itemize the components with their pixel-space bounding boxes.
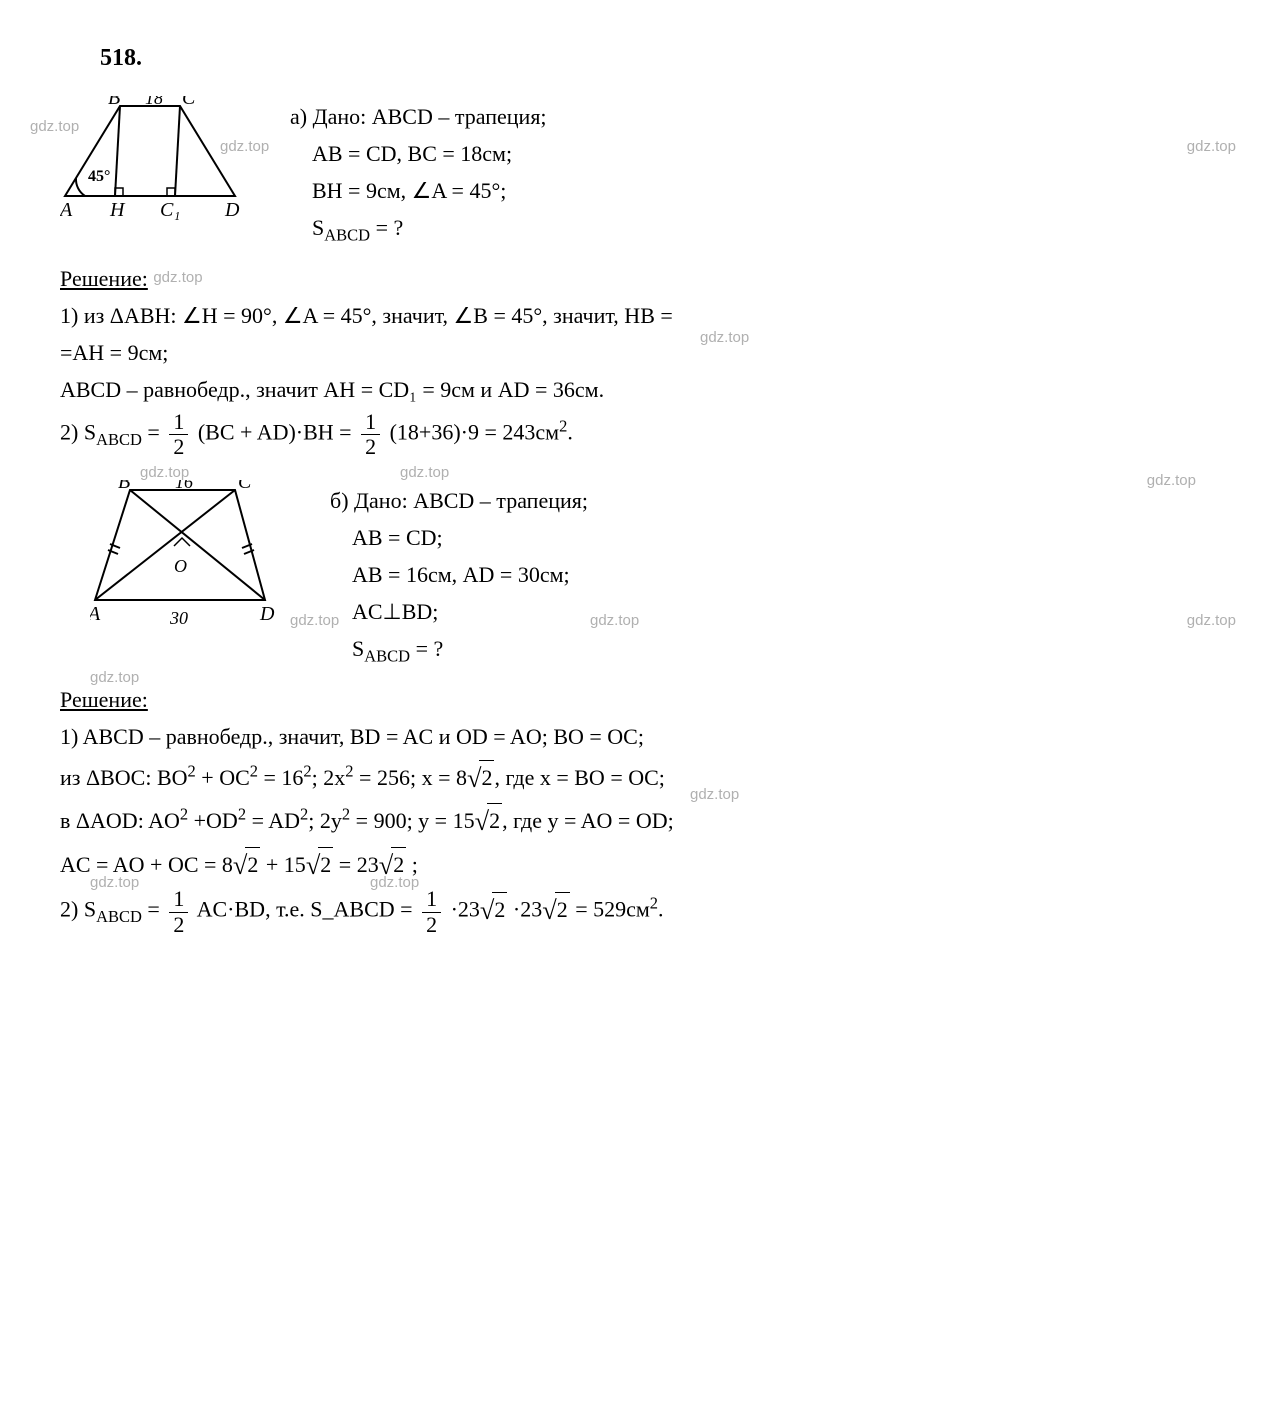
- watermark: gdz.top: [1187, 610, 1236, 633]
- solB-l2: gdz.top в ΔAOD: AO2 +OD2 = AD2; 2y2 = 90…: [60, 800, 1216, 840]
- solB-sup: 2: [650, 894, 658, 913]
- solB-l1-d: ; 2x: [312, 765, 346, 790]
- solB-sfx: .: [658, 897, 664, 922]
- diagram-b: 16 30 A D B C O: [60, 480, 300, 639]
- given-b-l2: AB = 16см, AD = 30см;: [330, 558, 1216, 591]
- solB-l2-sqrt: 2: [487, 803, 502, 837]
- fracB2-num: 1: [422, 887, 441, 912]
- diagram-b-B: B: [118, 480, 130, 493]
- watermark: gdz.top: [290, 610, 339, 633]
- solB-l1-f: , где x = BO = OC;: [494, 765, 664, 790]
- solB-l1-e: = 256; x = 8: [354, 765, 467, 790]
- watermark: gdz.top: [220, 136, 269, 159]
- solB-mid2: ·23: [451, 897, 480, 922]
- diagram-a-D: D: [224, 199, 240, 221]
- given-a: gdz.top gdz.top а) Дано: ABCD – трапеция…: [290, 96, 1216, 252]
- diagram-a: 18 45° A H C₁ D B C: [60, 96, 260, 235]
- watermark: gdz.top: [590, 610, 639, 633]
- fracA2-num: 1: [361, 410, 380, 435]
- solA-l2: ABCD – равнобедр., значит AH = CD₁ = 9см…: [60, 373, 1216, 406]
- given-b-l1: AB = CD;: [330, 521, 1216, 554]
- diagram-a-C1: C₁: [160, 199, 180, 221]
- solution-heading-a: Решение:: [60, 266, 148, 291]
- solB-l1-c: = 16: [258, 765, 303, 790]
- diagram-b-A: A: [90, 603, 101, 625]
- watermark: gdz.top: [153, 269, 202, 286]
- fracB1-num: 1: [169, 887, 188, 912]
- solB-l3-a: AC = AO + OC = 8: [60, 852, 233, 877]
- diagram-b-O: O: [174, 556, 187, 576]
- watermark: gdz.top: [90, 667, 139, 690]
- solB-formula: 2) SABCD = 12 AC·BD, т.е. S_ABCD = 12 ·2…: [60, 887, 1216, 936]
- diagram-b-bottom: 30: [169, 608, 188, 628]
- solA-l1: =AH = 9см;: [60, 336, 1216, 369]
- solB-l1: из ΔBOC: BO2 + OC2 = 162; 2x2 = 256; x =…: [60, 757, 1216, 797]
- solution-heading-b: Решение:: [60, 687, 148, 712]
- diagram-b-D: D: [259, 603, 275, 625]
- solA-sfx: .: [567, 420, 573, 445]
- watermark: gdz.top: [30, 116, 79, 139]
- diagram-a-C: C: [182, 96, 196, 109]
- given-a-prefix: а) Дано:: [290, 104, 372, 129]
- solB-l3-b: + 15: [260, 852, 305, 877]
- solA-mid1: (BC + AD)·BH =: [198, 420, 357, 445]
- solB-l2-d: ; 2y: [308, 808, 342, 833]
- watermark: gdz.top: [690, 784, 739, 807]
- given-a-l0: ABCD – трапеция;: [372, 104, 547, 129]
- given-a-l2: BH = 9см, ∠A = 45°;: [290, 174, 1216, 207]
- solB-sval: = 529см: [570, 897, 650, 922]
- solB-l3: gdz.top gdz.top AC = AO + OC = 8√2 + 15√…: [60, 844, 1216, 884]
- solA-mid2: (18+36)·9 = 243см: [390, 420, 559, 445]
- solB-l2-c: = AD: [246, 808, 300, 833]
- solB-l3-s1: 2: [245, 847, 260, 881]
- solB-fs1: 2: [492, 892, 507, 926]
- solB-l2-e: = 900; y = 15: [350, 808, 474, 833]
- solB-l2-f: , где y = AO = OD;: [502, 808, 674, 833]
- given-b-prefix: б) Дано:: [330, 488, 413, 513]
- diagram-a-angle-label: 45°: [88, 168, 110, 185]
- solB-mid3: ·23: [507, 897, 542, 922]
- given-b-l0: ABCD – трапеция;: [413, 488, 588, 513]
- solB-l1-sqrt: 2: [479, 760, 494, 794]
- watermark: gdz.top: [370, 872, 419, 895]
- diagram-a-A: A: [60, 199, 73, 221]
- watermark: gdz.top: [1187, 136, 1236, 159]
- diagram-b-C: C: [238, 480, 252, 493]
- fracA1-num: 1: [169, 410, 188, 435]
- solB-l2-a: в ΔAOD: AO: [60, 808, 180, 833]
- fracA1-den: 2: [169, 435, 188, 459]
- solB-l1-b: + OC: [196, 765, 250, 790]
- trapezoid-a-svg: 18 45° A H C₁ D B C: [60, 96, 260, 226]
- part-a: gdz.top 18 45° A H C₁: [60, 96, 1216, 460]
- solB-mid1: AC·BD, т.е. S_ABCD =: [197, 897, 418, 922]
- solB-l1-a: из ΔBOC: BO: [60, 765, 188, 790]
- solA-l0: 1) из ΔABH: ∠H = 90°, ∠A = 45°, значит, …: [60, 303, 673, 328]
- part-b: gdz.top gdz.top gdz.top 16 30 A D: [60, 480, 1216, 937]
- solB-l3-s2: 2: [318, 847, 333, 881]
- watermark: gdz.top: [700, 327, 749, 350]
- fracA2-den: 2: [361, 435, 380, 459]
- diagram-a-top-label: 18: [145, 96, 163, 108]
- solB-l2-b: +OD: [188, 808, 238, 833]
- given-a-l1: AB = CD, BC = 18см;: [290, 137, 1216, 170]
- solA-formula: 2) SABCD = 12 (BC + AD)·BH = 12 (18+36)·…: [60, 410, 1216, 459]
- diagram-a-H: H: [109, 199, 126, 221]
- diagram-a-B: B: [108, 96, 120, 109]
- problem-number: 518.: [100, 40, 1216, 76]
- watermark: gdz.top: [90, 872, 139, 895]
- fracB1-den: 2: [169, 913, 188, 937]
- watermark: gdz.top: [140, 462, 189, 485]
- solB-l0: 1) ABCD – равнобедр., значит, BD = AC и …: [60, 720, 1216, 753]
- given-b: gdz.top gdz.top gdz.top б) Дано: ABCD – …: [330, 480, 1216, 673]
- trapezoid-b-svg: 16 30 A D B C O: [90, 480, 300, 630]
- given-b-l3: AC⊥BD;: [330, 595, 1216, 628]
- fracB2-den: 2: [422, 913, 441, 937]
